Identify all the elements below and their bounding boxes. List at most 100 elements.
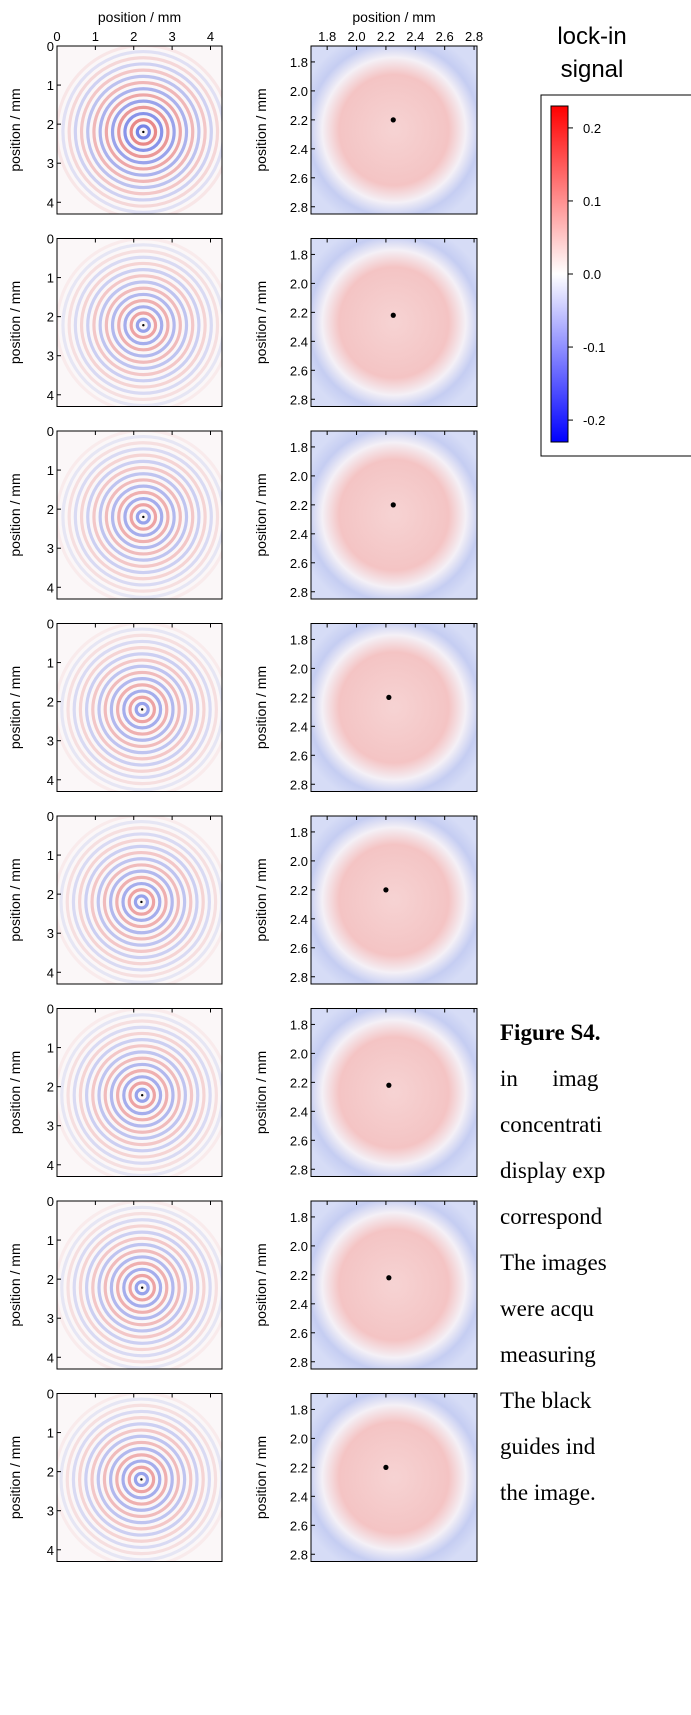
y-tick-label: 2.8 (290, 1355, 308, 1370)
heatmap-ring (134, 1280, 150, 1296)
marker-dot (386, 1082, 392, 1088)
y-tick-label: 2 (47, 1465, 54, 1480)
y-tick-label: 1 (47, 78, 54, 93)
y-tick-label: 1 (47, 1426, 54, 1441)
y-tick-label: 2.6 (290, 941, 308, 956)
heatmap-ring (121, 1459, 162, 1500)
y-tick-label: 1 (47, 463, 54, 478)
y-tick-label: 2.8 (290, 1547, 308, 1562)
heatmap-ring (66, 633, 218, 786)
heatmap-ring (79, 68, 207, 196)
heatmap-ring (104, 93, 182, 171)
caption: Figure S4. in imag concentrati display exp… (500, 1010, 691, 1516)
heatmap-ring (98, 87, 189, 177)
heatmap-ring (117, 105, 170, 159)
y-tick-label: 2 (47, 1272, 54, 1287)
heatmap-ring (78, 1416, 205, 1543)
y-tick-label: 2.0 (290, 1239, 308, 1254)
y-tick-label: 2.2 (290, 498, 308, 513)
heatmap-bg (311, 431, 477, 599)
y-tick-label: 0 (47, 809, 54, 824)
colorbar-tick-label: -0.1 (583, 340, 605, 355)
heatmap-ring (92, 465, 195, 568)
heatmap-ring (123, 111, 164, 152)
heatmap-ring (109, 1255, 175, 1321)
heatmap-bg (57, 623, 222, 792)
heatmap-ring (60, 1013, 222, 1177)
colorbar-tick-label: 0.2 (583, 121, 601, 136)
heatmap-bg (311, 46, 477, 214)
y-tick-label: 2.8 (290, 777, 308, 792)
marker-dot (142, 324, 145, 327)
panel: 1.8 2.0 2.2 2.4 2.6 2.8 position / mm (253, 623, 478, 792)
heatmap-ring (128, 695, 156, 724)
heatmap-ring (104, 478, 182, 556)
heatmap-ring (122, 1267, 163, 1308)
y-tick-label: 2.4 (290, 334, 308, 349)
heatmap-ring (84, 1038, 200, 1153)
heatmap-ring (66, 1019, 218, 1172)
heatmap-ring (92, 274, 195, 377)
heatmap-ring (65, 1403, 218, 1556)
heatmap-ring (115, 875, 168, 929)
y-tick-label: 2.4 (290, 1104, 308, 1119)
y-axis-label: position / mm (253, 1243, 269, 1326)
heatmap-ring (133, 894, 150, 910)
heatmap-ring (78, 646, 206, 773)
marker-dot (390, 312, 396, 318)
panel-frame (56, 623, 223, 792)
y-tick-label: 2.0 (290, 1431, 308, 1446)
y-axis-label: position / mm (7, 1051, 23, 1134)
y-tick-label: 2 (47, 310, 54, 325)
heatmap-ring (67, 249, 220, 402)
y-tick-label: 0 (47, 617, 54, 632)
y-tick-label: 1 (47, 848, 54, 863)
y-tick-label: 2.2 (290, 1268, 308, 1283)
heatmap-ring (115, 1261, 169, 1314)
y-axis-label: position / mm (253, 1051, 269, 1134)
heatmap-bg (57, 1201, 222, 1369)
y-tick-label: 4 (47, 1350, 54, 1365)
y-tick-label: 2.4 (290, 527, 308, 542)
marker-dot (140, 1478, 143, 1481)
marker-dot (383, 1464, 389, 1470)
heatmap-ring (122, 689, 163, 730)
heatmap-ring (73, 62, 213, 202)
y-tick-label: 2 (47, 695, 54, 710)
caption-line: The black (500, 1388, 592, 1413)
y-tick-label: 0 (47, 1387, 54, 1402)
y-tick-label: 2.8 (290, 970, 308, 985)
colorbar-frame (540, 94, 691, 457)
heatmap-ring (121, 881, 162, 922)
heatmap (57, 623, 222, 792)
heatmap-ring (78, 1224, 206, 1352)
marker-dot (140, 708, 144, 711)
y-tick-label: 2.8 (290, 585, 308, 600)
x-tick-label: 4 (207, 29, 214, 44)
heatmap-ring (96, 1434, 187, 1525)
heatmap (311, 431, 477, 599)
y-tick-label: 1 (47, 1233, 54, 1248)
y-tick-label: 1.8 (290, 1210, 308, 1225)
panel-frame (56, 430, 223, 600)
heatmap-ring (129, 311, 158, 340)
y-axis-label: position / mm (7, 281, 23, 364)
heatmap-ring (103, 670, 181, 749)
marker-dot (386, 1275, 392, 1281)
heatmap-bg (57, 46, 222, 214)
heatmap-ring (73, 447, 213, 587)
heatmap (311, 623, 477, 792)
y-axis-label: position / mm (253, 473, 269, 556)
y-tick-label: 1.8 (290, 55, 308, 70)
y-tick-label: 2.8 (290, 1162, 308, 1177)
heatmap-ring (134, 701, 150, 718)
marker-dot (140, 1286, 144, 1289)
heatmap-bg (311, 1393, 477, 1562)
colorbar-tick-label: 0.0 (583, 267, 601, 282)
y-axis-label: position / mm (253, 281, 269, 364)
panel: 0 1 2 3 4 position / mm (7, 1002, 223, 1177)
y-tick-label: 3 (47, 1504, 54, 1519)
y-tick-label: 2.2 (290, 113, 308, 128)
heatmap-ring (72, 1218, 212, 1358)
panel: 0 1 2 3 4 position / mm (7, 1194, 223, 1370)
